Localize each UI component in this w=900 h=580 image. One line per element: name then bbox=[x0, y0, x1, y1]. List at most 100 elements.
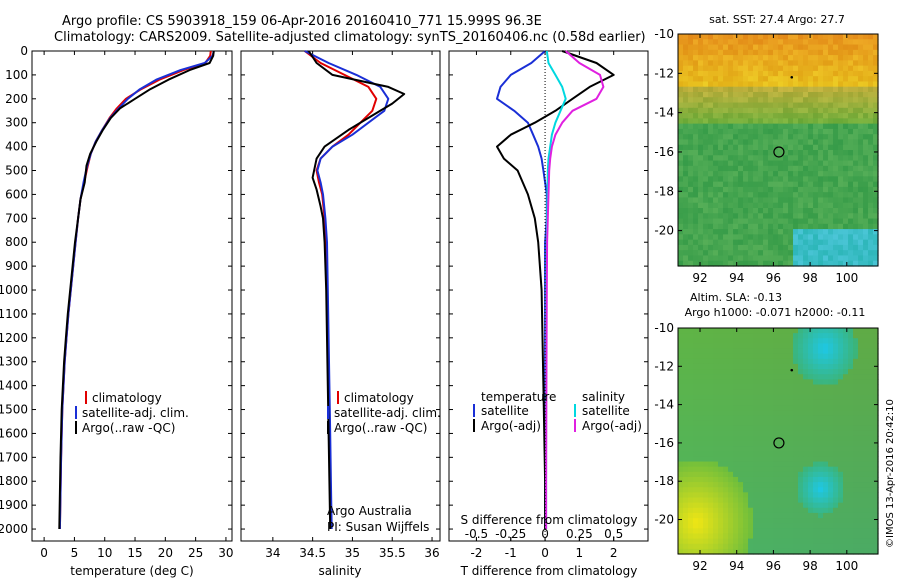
map-cell bbox=[848, 328, 854, 334]
map-cell bbox=[723, 181, 729, 188]
map-cell bbox=[693, 186, 699, 193]
map-cell bbox=[873, 134, 879, 141]
map-cell bbox=[833, 181, 839, 188]
map-cell bbox=[793, 260, 799, 267]
map-cell bbox=[868, 86, 874, 93]
temp-xtick-label: 0 bbox=[40, 546, 48, 560]
map-cell bbox=[783, 123, 789, 130]
map-cell bbox=[753, 123, 759, 130]
map-cell bbox=[763, 250, 769, 257]
depth-tick-label: 1600 bbox=[0, 426, 28, 440]
map-cell bbox=[693, 144, 699, 151]
map-cell bbox=[853, 70, 859, 77]
map-cell bbox=[708, 328, 714, 334]
map-cell bbox=[693, 97, 699, 104]
map-cell bbox=[723, 107, 729, 114]
map-cell bbox=[858, 394, 864, 401]
map-cell bbox=[678, 348, 684, 355]
map-cell bbox=[833, 461, 839, 468]
map-cell bbox=[838, 394, 844, 401]
map-cell bbox=[838, 497, 844, 504]
map-cell bbox=[783, 528, 789, 535]
map-cell bbox=[793, 123, 799, 130]
map-cell bbox=[718, 518, 724, 524]
map-cell bbox=[843, 176, 849, 183]
map-cell bbox=[768, 102, 774, 109]
map-cell bbox=[848, 128, 854, 135]
map-cell bbox=[793, 92, 799, 98]
map-cell bbox=[738, 81, 744, 88]
map-cell bbox=[713, 176, 719, 183]
map-cell bbox=[798, 55, 804, 61]
map-cell bbox=[808, 430, 814, 437]
map-cell bbox=[808, 389, 814, 396]
map-cell bbox=[773, 492, 779, 499]
map-cell bbox=[683, 176, 689, 183]
map-cell bbox=[713, 255, 719, 262]
map-cell bbox=[818, 49, 824, 56]
map-cell bbox=[828, 102, 834, 109]
map-cell bbox=[833, 415, 839, 422]
map-cell bbox=[733, 446, 739, 452]
map-cell bbox=[828, 384, 834, 391]
map-cell bbox=[683, 65, 689, 72]
map-cell bbox=[733, 86, 739, 93]
map-cell bbox=[833, 420, 839, 427]
map-frame bbox=[677, 33, 879, 267]
map-cell bbox=[798, 65, 804, 72]
map-cell bbox=[748, 92, 754, 98]
map-cell bbox=[753, 471, 759, 478]
map-cell bbox=[738, 181, 744, 188]
map-cell bbox=[718, 229, 724, 235]
map-cell bbox=[678, 34, 684, 40]
map-cell bbox=[748, 60, 754, 67]
map-cell bbox=[693, 492, 699, 499]
map-cell bbox=[713, 218, 719, 225]
map-cell bbox=[873, 394, 879, 401]
map-cell bbox=[833, 328, 839, 334]
map-cell bbox=[728, 471, 734, 478]
map-cell bbox=[873, 223, 879, 230]
map-cell bbox=[688, 176, 694, 183]
map-cell bbox=[818, 533, 824, 540]
map-cell bbox=[723, 523, 729, 529]
temp-xtick-label: 30 bbox=[218, 546, 233, 560]
map-cell bbox=[703, 92, 709, 98]
map-cell bbox=[708, 81, 714, 88]
map-cell bbox=[813, 410, 819, 416]
map-cell bbox=[763, 60, 769, 67]
map-cell bbox=[848, 239, 854, 246]
map-cell bbox=[748, 255, 754, 262]
map-cell bbox=[823, 343, 829, 350]
map-cell bbox=[848, 512, 854, 519]
map-cell bbox=[838, 223, 844, 230]
map-cell bbox=[813, 415, 819, 422]
map-cell bbox=[678, 218, 684, 225]
map-cell bbox=[733, 405, 739, 411]
float-pi: PI: Susan Wijffels bbox=[327, 520, 429, 534]
map-cell bbox=[773, 250, 779, 257]
map-cell bbox=[873, 548, 879, 555]
map-cell bbox=[768, 394, 774, 401]
map-cell bbox=[688, 113, 694, 119]
map-cell bbox=[713, 430, 719, 437]
map-cell bbox=[868, 34, 874, 40]
map-cell bbox=[818, 389, 824, 396]
map-cell bbox=[778, 379, 784, 386]
map-cell bbox=[683, 476, 689, 483]
map-cell bbox=[778, 497, 784, 504]
map-cell bbox=[693, 102, 699, 109]
map-cell bbox=[788, 70, 794, 77]
map-cell bbox=[853, 181, 859, 188]
map-cell bbox=[808, 181, 814, 188]
map-cell bbox=[853, 430, 859, 437]
map-cell bbox=[818, 186, 824, 193]
map-cell bbox=[788, 176, 794, 183]
map-cell bbox=[783, 348, 789, 355]
map-cell bbox=[808, 34, 814, 40]
map-cell bbox=[773, 260, 779, 267]
map-cell bbox=[823, 394, 829, 401]
map-cell bbox=[678, 379, 684, 386]
map-cell bbox=[793, 70, 799, 77]
map-cell bbox=[703, 405, 709, 411]
